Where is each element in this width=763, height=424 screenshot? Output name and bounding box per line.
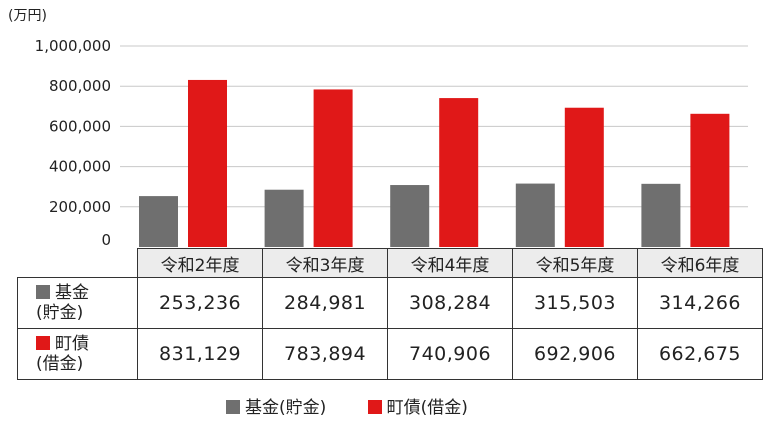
y-tick-label: 800,000 [49,77,111,95]
bar-chart: (万円) 0 200,000 400,000 600,000 800,000 1,000,… [8,8,748,249]
bar-debt [439,98,479,247]
table-cell: 692,906 [512,328,638,380]
bar-debt [690,113,730,247]
legend-item-debt: 町債(借金) [367,393,468,418]
table-row-fund: 基金 (貯金) 253,236 284,981 308,284 315,503 … [16,277,763,329]
table-header-cell: 令和5年度 [512,248,638,278]
bar-debt [564,107,604,247]
legend-label-fund: 基金(貯金) [245,398,327,418]
legend: 基金(貯金) 町債(借金) [226,393,504,418]
legend-item-fund: 基金(貯金) [226,393,326,418]
bar-fund [641,183,681,247]
row-label-line2: (貯金) [36,303,84,323]
table-cell: 315,503 [512,277,638,329]
y-tick-label: 200,000 [49,198,111,216]
debt-swatch [36,336,50,350]
fund-swatch [36,285,50,299]
table-cell: 284,981 [262,277,389,329]
table-cell: 308,284 [387,277,514,329]
legend-label-debt: 町債(借金) [386,398,468,418]
table-cell: 831,129 [137,328,264,380]
row-label-line2: (借金) [36,354,84,374]
row-header-fund: 基金 (貯金) [16,277,139,329]
table-cell: 253,236 [137,277,264,329]
table-cell: 662,675 [636,328,763,380]
y-tick-label: 1,000,000 [35,37,111,55]
bar-debt [313,89,353,247]
bar-fund [264,189,304,247]
data-table: 令和2年度 令和3年度 令和4年度 令和5年度 令和6年度 基金 (貯金) 25… [16,248,763,380]
table-cell: 783,894 [262,328,389,380]
y-tick-label: 400,000 [49,158,111,176]
legend-swatch-fund [226,400,240,414]
bar-fund [515,183,555,247]
unit-label: (万円) [8,8,47,24]
y-tick-label: 0 [101,231,111,249]
row-label-line1: 基金 [55,283,89,303]
y-tick-label: 600,000 [49,117,111,135]
bar-fund [390,185,430,247]
table-header-row: 令和2年度 令和3年度 令和4年度 令和5年度 令和6年度 [17,248,763,278]
row-header-debt: 町債 (借金) [16,328,139,380]
bar-fund [139,196,178,247]
row-label-line1: 町債 [55,334,89,354]
table-header-cell: 令和2年度 [137,248,264,278]
bar-debt [188,79,227,247]
table-corner [17,248,139,278]
table-row-debt: 町債 (借金) 831,129 783,894 740,906 692,906 … [16,328,763,380]
table-header-cell: 令和3年度 [262,248,389,278]
table-cell: 314,266 [636,277,763,329]
table-header-cell: 令和6年度 [636,248,763,278]
legend-swatch-debt [367,400,382,414]
table-header-cell: 令和4年度 [387,248,514,278]
table-cell: 740,906 [387,328,514,380]
